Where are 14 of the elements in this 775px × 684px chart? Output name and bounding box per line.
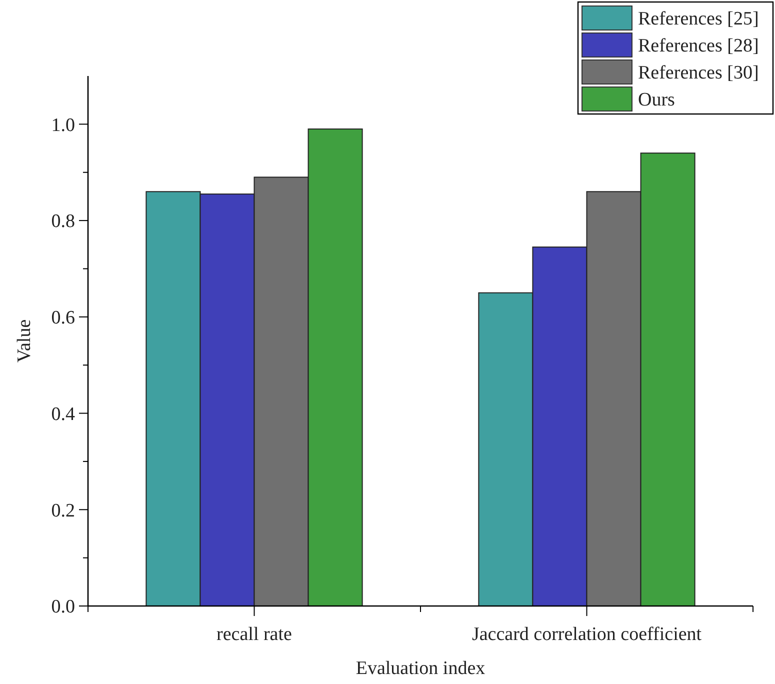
x-axis-title: Evaluation index [356,658,486,679]
legend-label: References [25] [638,8,759,30]
y-tick-label: 0.0 [51,596,75,618]
y-tick-label: 0.4 [51,404,76,425]
y-axis-title: Value [14,319,35,363]
legend-label: References [28] [638,36,759,57]
legend-label: References [30] [638,62,759,84]
y-tick-label: 1.0 [51,114,75,136]
x-tick-label: recall rate [216,624,292,645]
y-tick-label: 0.6 [51,308,75,329]
x-tick-label: Jaccard correlation coefficient [472,624,702,645]
legend-label: Ours [638,90,675,111]
y-tick-label: 0.2 [51,500,75,522]
y-tick-label: 0.8 [51,211,75,232]
